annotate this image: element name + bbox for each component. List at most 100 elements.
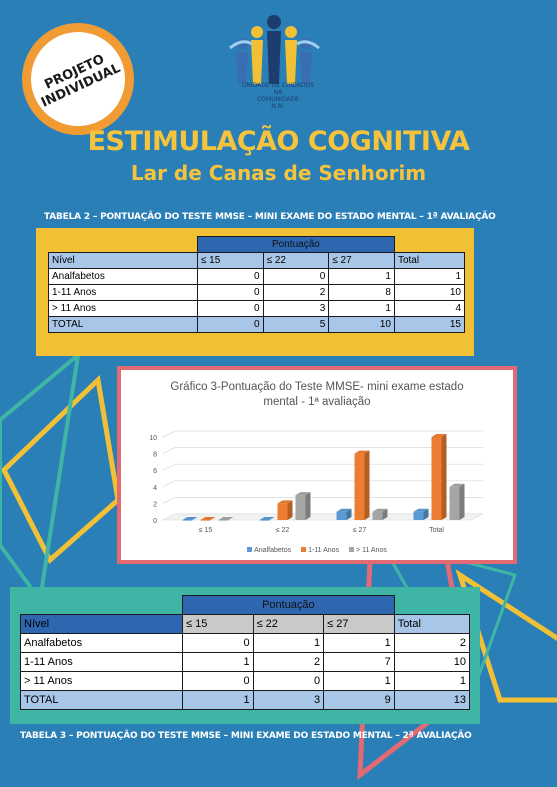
x-tick-label: ≤ 27 bbox=[353, 527, 367, 534]
table3-caption: TABELA 3 – PONTUAÇÃO DO TESTE MMSE – MIN… bbox=[20, 731, 472, 741]
bar-side bbox=[287, 500, 293, 520]
cell: 9 bbox=[323, 690, 395, 710]
cell: 1 bbox=[393, 671, 471, 691]
projeto-individual-badge: PROJETO INDIVIDUAL bbox=[22, 23, 134, 135]
cell: 1 bbox=[328, 300, 395, 317]
y-tick-label: 4 bbox=[153, 485, 157, 492]
row-label: > 11 Anos bbox=[19, 671, 184, 691]
bar-side bbox=[382, 508, 388, 520]
cell: 10 bbox=[393, 284, 466, 301]
table-row: > 11 Anos 0 3 1 4 bbox=[48, 300, 466, 317]
cell: 0 bbox=[196, 316, 264, 333]
bar-top bbox=[295, 492, 311, 496]
y-tick-label: 8 bbox=[153, 452, 157, 459]
table3-header-le27: ≤ 27 bbox=[323, 614, 395, 634]
chart-title: Gráfico 3-Pontuação do Teste MMSE- mini … bbox=[121, 380, 513, 410]
bar-top bbox=[218, 517, 234, 520]
gridline bbox=[162, 447, 483, 454]
x-tick-label: ≤ 22 bbox=[276, 527, 290, 534]
cell: 1 bbox=[182, 690, 254, 710]
legend-item: > 11 Anos bbox=[349, 547, 387, 554]
cell: 0 bbox=[196, 284, 264, 301]
cell: 7 bbox=[323, 652, 395, 672]
chart-title-line2: mental - 1ª avaliação bbox=[263, 396, 371, 408]
table2: Pontuação Nível ≤ 15 ≤ 22 ≤ 27 Total Ana… bbox=[48, 236, 466, 333]
gridline bbox=[162, 463, 483, 471]
table3-header-total: Total bbox=[393, 614, 471, 634]
cell: 1 bbox=[328, 268, 395, 285]
cell: 1 bbox=[323, 671, 395, 691]
row-label: Analfabetos bbox=[19, 633, 184, 653]
bar-top bbox=[277, 500, 293, 504]
cell: 1 bbox=[393, 268, 466, 285]
bar-side bbox=[423, 508, 429, 520]
bar bbox=[182, 520, 193, 521]
chart-floor bbox=[162, 513, 484, 521]
page-subtitle: Lar de Canas de Senhorim bbox=[130, 161, 427, 185]
page-title: ESTIMULAÇÃO COGNITIVA bbox=[87, 126, 470, 157]
table3-header-le22: ≤ 22 bbox=[252, 614, 325, 634]
bar-top bbox=[413, 508, 429, 512]
cell: 15 bbox=[393, 316, 466, 333]
logo-caption: UNIDADE DE CUIDADOS NA COMUNIDADE N.M. bbox=[240, 82, 316, 110]
legend-item: 1-11 Anos bbox=[301, 547, 339, 554]
bar-side bbox=[459, 483, 465, 520]
logo-line1: UNIDADE DE CUIDADOS NA bbox=[241, 82, 315, 96]
bar-top bbox=[182, 517, 198, 520]
x-tick-label: ≤ 15 bbox=[199, 527, 213, 534]
bar-side bbox=[346, 508, 352, 520]
table2-header-le27: ≤ 27 bbox=[328, 252, 395, 269]
cell: 3 bbox=[252, 690, 325, 710]
cell: 0 bbox=[252, 671, 325, 691]
table2-group-header: Pontuação bbox=[196, 236, 395, 253]
cell: 2 bbox=[393, 633, 471, 653]
cell: 13 bbox=[393, 690, 471, 710]
chart-legend: Analfabetos 1-11 Anos > 11 Anos bbox=[121, 547, 513, 554]
bar-chart: 0 2 4 6 8 10 ≤ 15 ≤ 22 ≤ 27 Total bbox=[149, 430, 484, 534]
cell: 2 bbox=[262, 284, 330, 301]
cell: 0 bbox=[182, 633, 254, 653]
bar-side bbox=[305, 492, 311, 520]
table-row: > 11 Anos 0 0 1 1 bbox=[19, 671, 471, 691]
cell: 0 bbox=[196, 268, 264, 285]
cell: 3 bbox=[262, 300, 330, 317]
bar bbox=[372, 511, 383, 520]
table2-header-le22: ≤ 22 bbox=[262, 252, 330, 269]
table2-caption: TABELA 2 – PONTUAÇÃO DO TESTE MMSE – MIN… bbox=[44, 212, 496, 222]
bar bbox=[413, 511, 424, 520]
gridline bbox=[162, 480, 483, 488]
bar bbox=[218, 520, 229, 521]
row-label: Analfabetos bbox=[48, 268, 198, 285]
table3: Pontuação Nível ≤ 15 ≤ 22 ≤ 27 Total Ana… bbox=[19, 595, 471, 710]
ucc-logo-icon bbox=[229, 15, 320, 84]
cell: 5 bbox=[262, 316, 330, 333]
bar-top bbox=[354, 450, 370, 454]
table2-corner bbox=[49, 237, 198, 253]
row-label: TOTAL bbox=[19, 690, 184, 710]
cell: 10 bbox=[328, 316, 395, 333]
chart-title-line1: Gráfico 3-Pontuação do Teste MMSE- mini … bbox=[170, 381, 464, 393]
bar-side bbox=[441, 434, 447, 520]
bar bbox=[431, 437, 442, 520]
bar-top bbox=[449, 483, 465, 487]
table-total-row: TOTAL 1 3 9 13 bbox=[19, 690, 471, 710]
table-row: Analfabetos 0 1 1 2 bbox=[19, 633, 471, 653]
cell: 1 bbox=[252, 633, 325, 653]
cell: 10 bbox=[393, 652, 471, 672]
table-row: 1-11 Anos 0 2 8 10 bbox=[48, 284, 466, 301]
cell: 2 bbox=[252, 652, 325, 672]
gridline bbox=[162, 430, 483, 438]
logo-line2: COMUNIDADE bbox=[257, 96, 299, 103]
y-tick-label: 6 bbox=[153, 468, 157, 475]
cell: 1 bbox=[323, 633, 395, 653]
bar-top bbox=[372, 508, 388, 512]
table-row: Analfabetos 0 0 1 1 bbox=[48, 268, 466, 285]
chart-frame: Gráfico 3-Pontuação do Teste MMSE- mini … bbox=[117, 366, 517, 564]
table2-corner-right bbox=[394, 237, 464, 253]
row-label: TOTAL bbox=[48, 316, 198, 333]
table-total-row: TOTAL 0 5 10 15 bbox=[48, 316, 466, 333]
x-tick-label: Total bbox=[429, 527, 444, 534]
cell: 4 bbox=[393, 300, 466, 317]
bar bbox=[354, 453, 365, 520]
